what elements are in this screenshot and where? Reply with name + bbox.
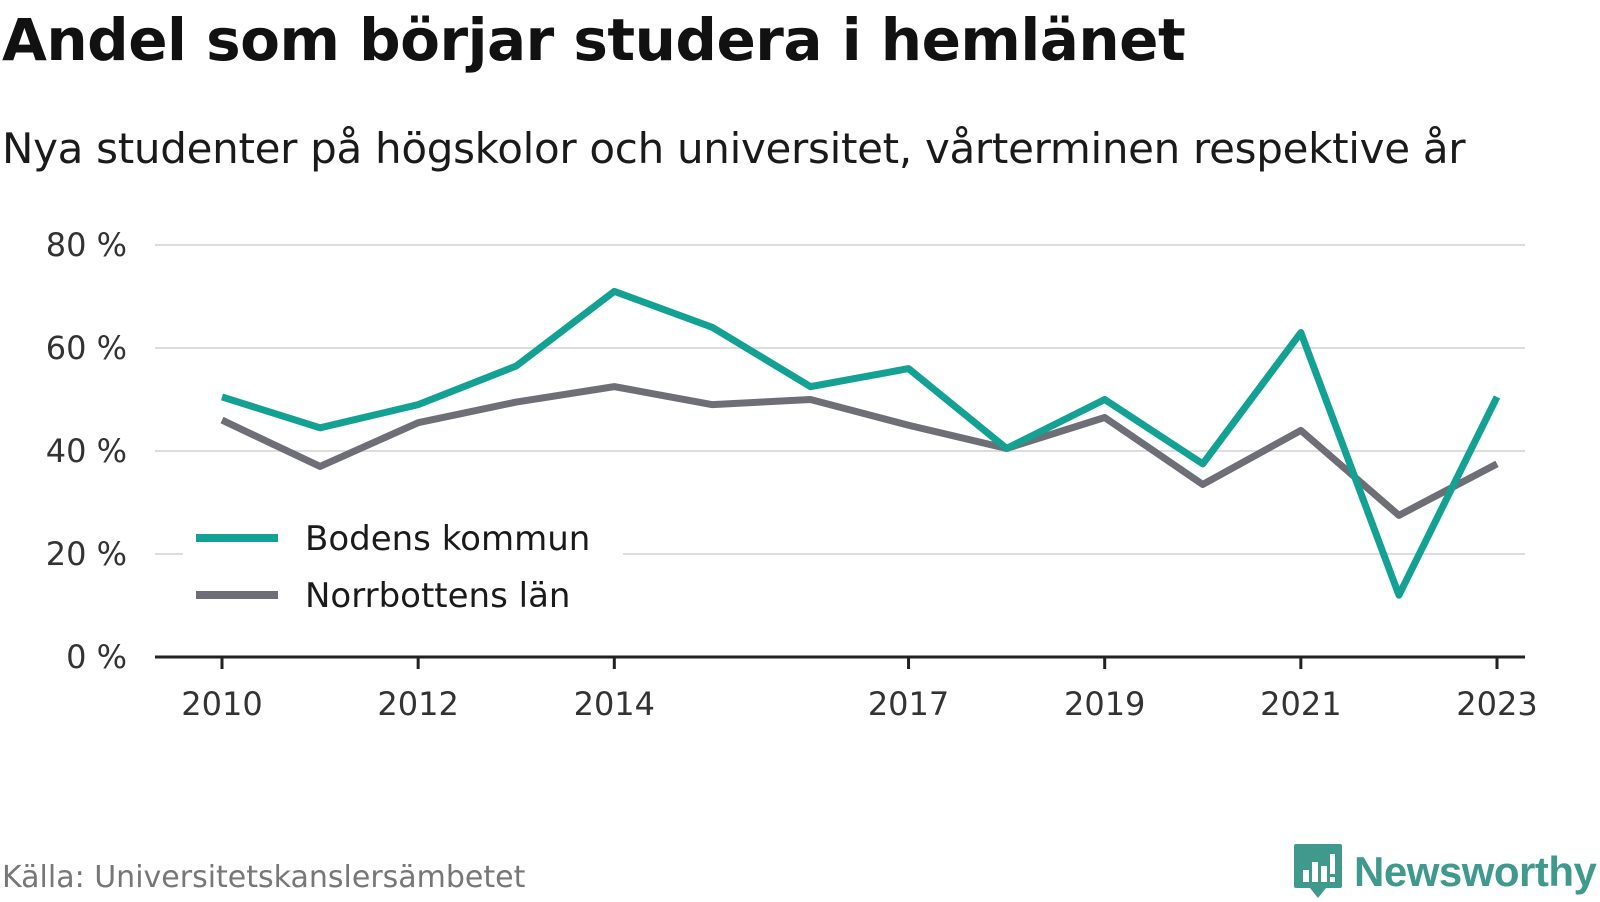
legend: Bodens kommun Norrbottens län <box>183 506 623 626</box>
legend-background <box>183 506 623 626</box>
series-line <box>220 383 1499 519</box>
y-tick-label: 40 % <box>46 432 127 470</box>
y-tick-label: 20 % <box>46 535 127 573</box>
series-lines <box>220 287 1501 599</box>
brand-name: Newsworthy <box>1354 848 1597 895</box>
x-tick-label: 2014 <box>574 685 655 723</box>
y-tick-label: 60 % <box>46 329 127 367</box>
newsworthy-logo-icon <box>1294 844 1342 898</box>
x-tick-label: 2010 <box>181 685 262 723</box>
legend-label: Norrbottens län <box>305 576 570 616</box>
x-tick-label: 2021 <box>1260 685 1341 723</box>
legend-label: Bodens kommun <box>305 519 590 559</box>
brand-logo: Newsworthy <box>1292 842 1597 902</box>
series-line <box>220 287 1501 599</box>
y-axis-tick-labels: 0 % 20 % 40 % 60 % 80 % <box>46 226 127 676</box>
x-axis: 2010 2012 2014 2017 2019 2021 2023 <box>155 655 1538 723</box>
source-note: Källa: Universitetskanslersämbetet <box>2 860 526 895</box>
y-tick-label: 80 % <box>46 226 127 264</box>
x-tick-label: 2023 <box>1456 685 1537 723</box>
chart-title: Andel som börjar studera i hemlänet <box>2 6 1186 74</box>
chart-subtitle: Nya studenter på högskolor och universit… <box>2 124 1466 173</box>
x-tick-label: 2019 <box>1064 685 1145 723</box>
y-tick-label: 0 % <box>66 638 127 676</box>
x-tick-label: 2017 <box>868 685 949 723</box>
x-tick-label: 2012 <box>377 685 458 723</box>
